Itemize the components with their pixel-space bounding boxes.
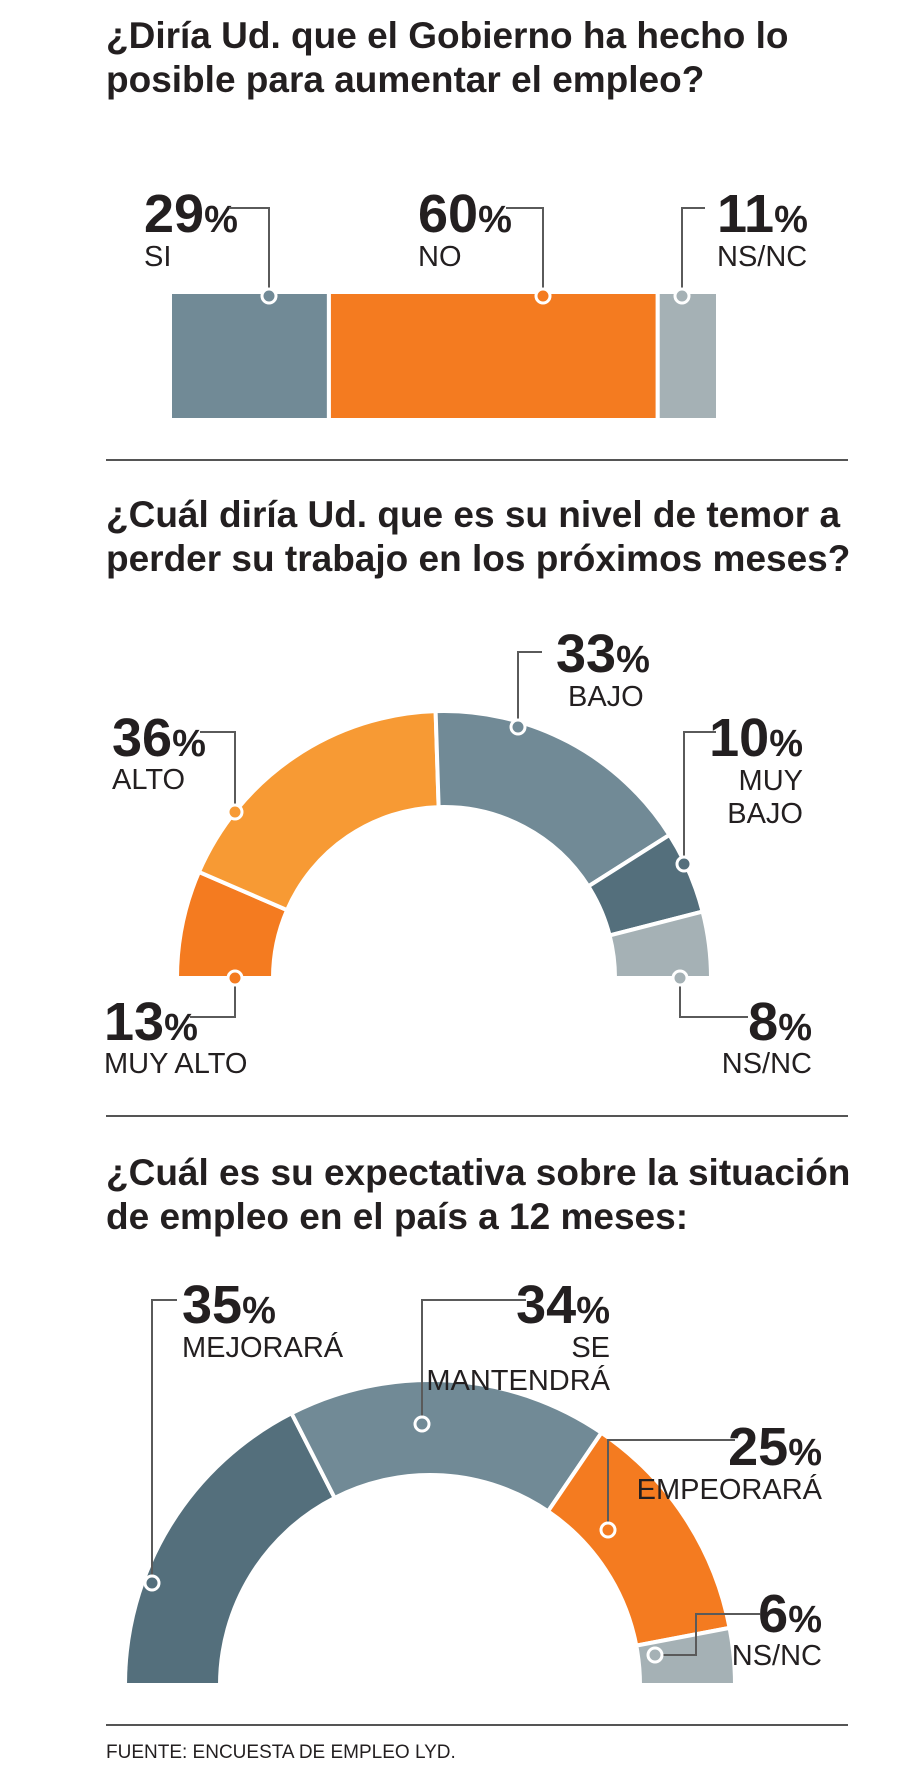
q3-label-semantendra: SE bbox=[571, 1332, 610, 1364]
q1-leader-no-dot bbox=[534, 287, 552, 305]
q1-label-no: NO bbox=[418, 241, 462, 273]
q2-leader-alto-line bbox=[200, 731, 236, 812]
q3-slice-1 bbox=[122, 1410, 338, 1687]
q3-leader-nsnc-dot bbox=[646, 1646, 664, 1664]
q3-slice-2 bbox=[288, 1378, 605, 1515]
q3-pct-empeorara: 25% bbox=[728, 1417, 822, 1477]
q3-leader-empeorara-line bbox=[607, 1439, 735, 1530]
q2-title-line1: ¿Cuál diría Ud. que es su nivel de temor… bbox=[106, 494, 840, 535]
q3-leader-semantendra-dot bbox=[413, 1415, 431, 1433]
q3-title-line2: de empleo en el país a 12 meses: bbox=[106, 1196, 688, 1237]
q3-leader-empeorara-dot bbox=[599, 1521, 617, 1539]
q2-label-muyalto: MUY ALTO bbox=[104, 1048, 247, 1080]
q2-leader-muyalto-line bbox=[190, 978, 236, 1018]
q1-pct-si: 29% bbox=[144, 184, 238, 244]
q2-label-bajo: BAJO bbox=[568, 681, 644, 713]
q2-pct-nsnc: 8% bbox=[748, 992, 812, 1052]
q3-label-semantendra: MANTENDRÁ bbox=[426, 1364, 610, 1397]
q3-leader-nsnc-line bbox=[655, 1613, 760, 1656]
q2-label-alto: ALTO bbox=[112, 764, 185, 796]
q2-leader-bajo-line bbox=[517, 651, 542, 727]
q3-label-empeorara: EMPEORARÁ bbox=[637, 1473, 823, 1506]
q1-title-line2: posible para aumentar el empleo? bbox=[106, 59, 704, 100]
q1-bar-1 bbox=[168, 290, 331, 422]
q1-leader-nsnc-line bbox=[681, 207, 705, 296]
q1-pct-no: 60% bbox=[418, 184, 512, 244]
q1-pct-nsnc: 11% bbox=[717, 184, 808, 244]
q2-title-line2: perder su trabajo en los próximos meses? bbox=[106, 538, 850, 579]
q2-leader-alto-dot bbox=[226, 803, 244, 821]
q2-pct-muybajo: 10% bbox=[709, 708, 803, 768]
q1-label-nsnc: NS/NC bbox=[717, 241, 807, 273]
q1-leader-nsnc-dot bbox=[673, 287, 691, 305]
q2-leader-bajo-dot bbox=[509, 718, 527, 736]
q2-leader-nsnc-dot bbox=[671, 969, 689, 987]
q1-leader-si-dot bbox=[260, 287, 278, 305]
q2-pct-alto: 36% bbox=[112, 708, 206, 768]
q2-pct-muyalto: 13% bbox=[104, 992, 198, 1052]
q1-title-line1: ¿Diría Ud. que el Gobierno ha hecho lo bbox=[106, 15, 789, 56]
q3-pct-nsnc: 6% bbox=[758, 1584, 822, 1644]
q2-leader-nsnc-line bbox=[679, 978, 748, 1018]
q2-label-muybajo: BAJO bbox=[727, 798, 803, 830]
q3-pct-semantendra: 34% bbox=[516, 1275, 610, 1335]
q3-label-nsnc: NS/NC bbox=[732, 1640, 822, 1672]
q2-label-muybajo: MUY bbox=[739, 765, 803, 797]
q2-label-nsnc: NS/NC bbox=[722, 1048, 812, 1080]
q3-leader-mejorara-line bbox=[151, 1299, 177, 1583]
q2-pct-bajo: 33% bbox=[556, 624, 650, 684]
q2-leader-muybajo-line bbox=[683, 731, 716, 864]
q1-leader-no-line bbox=[506, 207, 544, 296]
q1-bar-2 bbox=[326, 290, 660, 422]
q2-leader-muyalto-dot bbox=[226, 969, 244, 987]
q3-leader-semantendra-line bbox=[421, 1299, 526, 1424]
q3-label-mejorara: MEJORARÁ bbox=[182, 1331, 344, 1364]
source-note: FUENTE: ENCUESTA DE EMPLEO LYD. bbox=[106, 1742, 456, 1763]
q3-pct-mejorara: 35% bbox=[182, 1275, 276, 1335]
q1-leader-si-line bbox=[229, 207, 270, 296]
q1-label-si: SI bbox=[144, 241, 171, 273]
q3-leader-mejorara-dot bbox=[143, 1574, 161, 1592]
q2-slice-5 bbox=[607, 909, 714, 980]
q1-bar-3 bbox=[655, 290, 720, 422]
q3-title-line1: ¿Cuál es su expectativa sobre la situaci… bbox=[106, 1152, 850, 1193]
q3-slice-4 bbox=[633, 1625, 738, 1687]
q2-leader-muybajo-dot bbox=[675, 855, 693, 873]
q2-slice-2 bbox=[196, 709, 441, 913]
